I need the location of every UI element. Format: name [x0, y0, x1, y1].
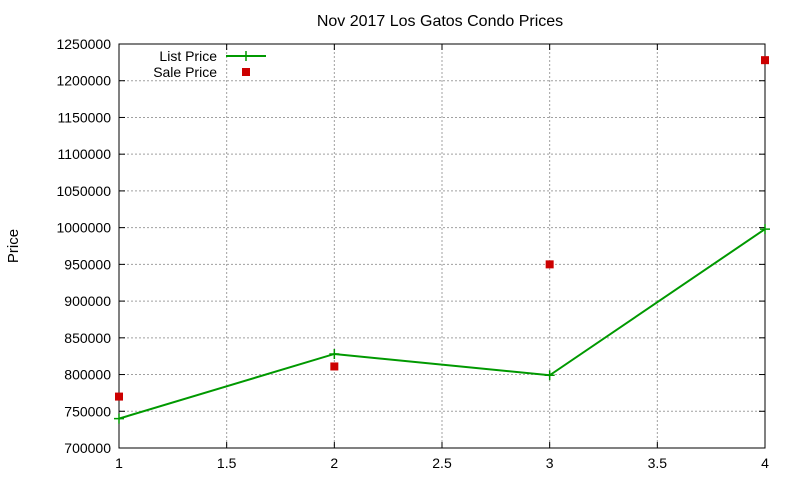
series-line [118, 228, 766, 420]
y-tick-label: 700000 [64, 440, 111, 456]
legend-label: Sale Price [153, 64, 217, 80]
data-point [114, 413, 124, 424]
y-tick-label: 750000 [64, 403, 111, 419]
y-tick-label: 1000000 [56, 220, 111, 236]
series-list-price [114, 224, 770, 424]
x-tick-label: 1 [115, 455, 123, 471]
x-tick-label: 2.5 [432, 455, 452, 471]
y-tick-label: 1200000 [56, 73, 111, 89]
legend-swatch [242, 68, 250, 76]
y-tick-label: 1100000 [58, 146, 112, 162]
data-point [115, 392, 123, 401]
y-tick-label: 850000 [64, 330, 111, 346]
data-point [544, 370, 555, 381]
x-tick-label: 3 [546, 455, 554, 471]
plot-frame [118, 43, 766, 449]
series [114, 56, 770, 424]
legend-marker [241, 51, 251, 61]
data-point [761, 56, 769, 65]
x-axis-ticks: 1 1.5 2 2.5 3 3.5 4 [115, 44, 769, 471]
grid [119, 44, 765, 448]
y-tick-label: 1050000 [56, 183, 111, 199]
x-tick-label: 4 [761, 455, 769, 471]
y-axis-label: Price [5, 229, 22, 263]
legend-label: List Price [159, 48, 217, 64]
y-tick-label: 1250000 [56, 36, 111, 52]
chart-title: Nov 2017 Los Gatos Condo Prices [317, 13, 563, 30]
y-tick-label: 1150000 [58, 109, 112, 125]
y-tick-label: 800000 [64, 367, 111, 383]
data-point [760, 224, 770, 235]
data-point [330, 362, 339, 371]
series-sale-price [115, 56, 769, 401]
x-tick-label: 3.5 [648, 455, 668, 471]
x-tick-label: 1.5 [217, 455, 237, 471]
data-point [329, 348, 340, 359]
y-tick-label: 900000 [64, 293, 111, 309]
y-axis-ticks: 700000 750000 800000 850000 900000 950000 1000… [56, 36, 765, 456]
y-tick-label: 950000 [64, 256, 111, 272]
x-tick-label: 2 [330, 455, 338, 471]
data-point [545, 260, 554, 269]
